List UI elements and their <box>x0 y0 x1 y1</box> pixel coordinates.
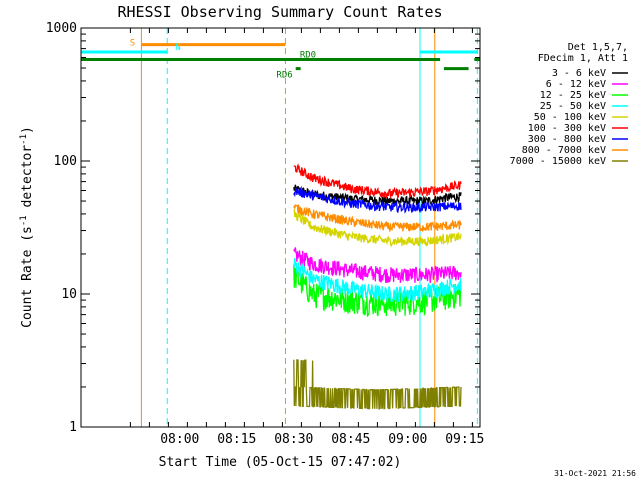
x-tick-label: 08:30 <box>274 432 313 447</box>
series-line <box>293 185 462 214</box>
y-tick-label: 100 <box>54 154 77 169</box>
x-tick-label: 08:45 <box>331 432 370 447</box>
flag-label: RD0 <box>300 50 316 60</box>
legend-header: Det 1,5,7, <box>568 42 628 53</box>
legend-entry: 100 - 300 keV <box>528 123 606 134</box>
series-line <box>293 257 462 303</box>
timestamp: 31-Oct-2021 21:56 <box>554 469 636 478</box>
plot-frame <box>80 27 481 428</box>
y-axis: 1 10 100 1000 <box>46 21 480 435</box>
legend-entry: 12 - 25 keV <box>540 90 606 101</box>
chart-title: RHESSI Observing Summary Count Rates <box>117 3 442 21</box>
legend-entry: 300 - 800 keV <box>528 134 606 145</box>
legend-entry: 6 - 12 keV <box>546 79 606 90</box>
legend-entry: 25 - 50 keV <box>540 101 606 112</box>
flag-label: N <box>175 43 180 53</box>
x-axis: 08:00 08:15 08:30 08:45 09:00 09:15 <box>129 28 484 447</box>
x-tick-label: 09:00 <box>388 432 427 447</box>
series-line <box>293 163 462 200</box>
flag-label: RD6 <box>276 71 292 81</box>
series-line <box>293 359 462 410</box>
x-tick-label: 08:00 <box>160 432 199 447</box>
legend-header: FDecim 1, Att 1 <box>538 53 628 64</box>
series-line <box>293 247 462 283</box>
legend-entry: 7000 - 15000 keV <box>510 156 606 167</box>
series-line <box>293 264 462 318</box>
legend-entry: 3 - 6 keV <box>552 68 606 79</box>
flag-label: S <box>130 39 135 49</box>
plot-area: S N RD0 RD6 <box>81 28 480 427</box>
x-tick-label: 09:15 <box>445 432 484 447</box>
series-line <box>293 207 462 247</box>
y-tick-label: 1 <box>69 420 77 435</box>
series-line <box>293 204 462 232</box>
x-tick-label: 08:15 <box>217 432 256 447</box>
y-axis-label: Count Rate (s-1 detector-1) <box>19 126 35 328</box>
legend-entry: 50 - 100 keV <box>534 112 606 123</box>
y-tick-label: 10 <box>61 287 77 302</box>
x-axis-label: Start Time (05-Oct-15 07:47:02) <box>159 455 402 470</box>
y-tick-label: 1000 <box>46 21 77 36</box>
legend-entry: 800 - 7000 keV <box>522 145 606 156</box>
